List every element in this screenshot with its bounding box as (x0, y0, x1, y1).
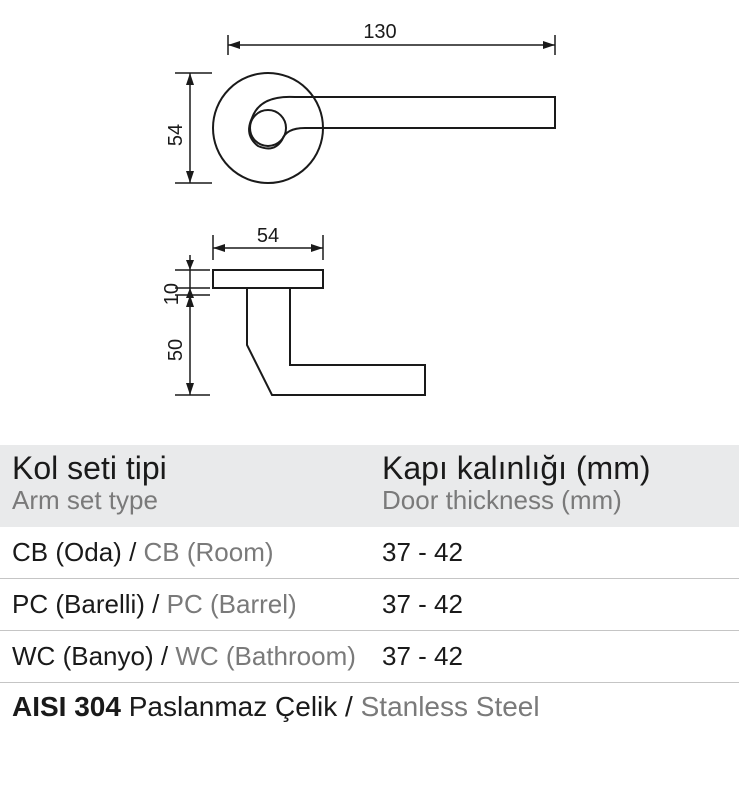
dim-width-130: 130 (228, 21, 555, 55)
drawing-svg: 130 54 54 (0, 0, 739, 445)
dim-plate-10: 10 (161, 255, 210, 305)
header-col2-primary: Kapı kalınlığı (mm) (382, 451, 739, 486)
dim-54v-text: 54 (165, 124, 187, 146)
row-code: WC (12, 641, 55, 671)
row-thickness: 37 - 42 (382, 641, 739, 672)
row-code: CB (12, 537, 48, 567)
lever-front (249, 97, 555, 149)
table-header: Kol seti tipi Arm set type Kapı kalınlığ… (0, 445, 739, 527)
table-row: CB (Oda) / CB (Room) 37 - 42 (0, 527, 739, 579)
material-tr: Paslanmaz Çelik (129, 691, 338, 722)
material-code: AISI 304 (12, 691, 121, 722)
row-label-tr: (Barelli) (55, 589, 145, 619)
dim-50-text: 50 (165, 339, 187, 361)
row-label-en: PC (Barrel) (167, 589, 297, 619)
material-row: AISI 304 Paslanmaz Çelik / Stanless Stee… (0, 683, 739, 723)
table-row: WC (Banyo) / WC (Bathroom) 37 - 42 (0, 631, 739, 683)
header-col1-secondary: Arm set type (12, 486, 382, 515)
row-label-en: CB (Room) (144, 537, 274, 567)
rosette-side (213, 270, 323, 288)
table-row: PC (Barelli) / PC (Barrel) 37 - 42 (0, 579, 739, 631)
row-label-en: WC (Bathroom) (175, 641, 356, 671)
dim-drop-50: 50 (165, 295, 210, 395)
header-col1-primary: Kol seti tipi (12, 451, 382, 486)
dim-130-text: 130 (363, 21, 396, 43)
row-label-tr: (Oda) (55, 537, 121, 567)
dim-rosette-54: 54 (213, 225, 323, 260)
row-thickness: 37 - 42 (382, 537, 739, 568)
lever-side (247, 288, 425, 395)
row-code: PC (12, 589, 48, 619)
row-label-tr: (Banyo) (63, 641, 154, 671)
dim-height-54: 54 (165, 73, 212, 183)
dim-54h-text: 54 (257, 225, 279, 247)
technical-drawing: 130 54 54 (0, 0, 739, 445)
spec-table: Kol seti tipi Arm set type Kapı kalınlığ… (0, 445, 739, 723)
dim-10-text: 10 (161, 283, 183, 305)
row-thickness: 37 - 42 (382, 589, 739, 620)
material-en: Stanless Steel (361, 691, 540, 722)
header-col2-secondary: Door thickness (mm) (382, 486, 739, 515)
